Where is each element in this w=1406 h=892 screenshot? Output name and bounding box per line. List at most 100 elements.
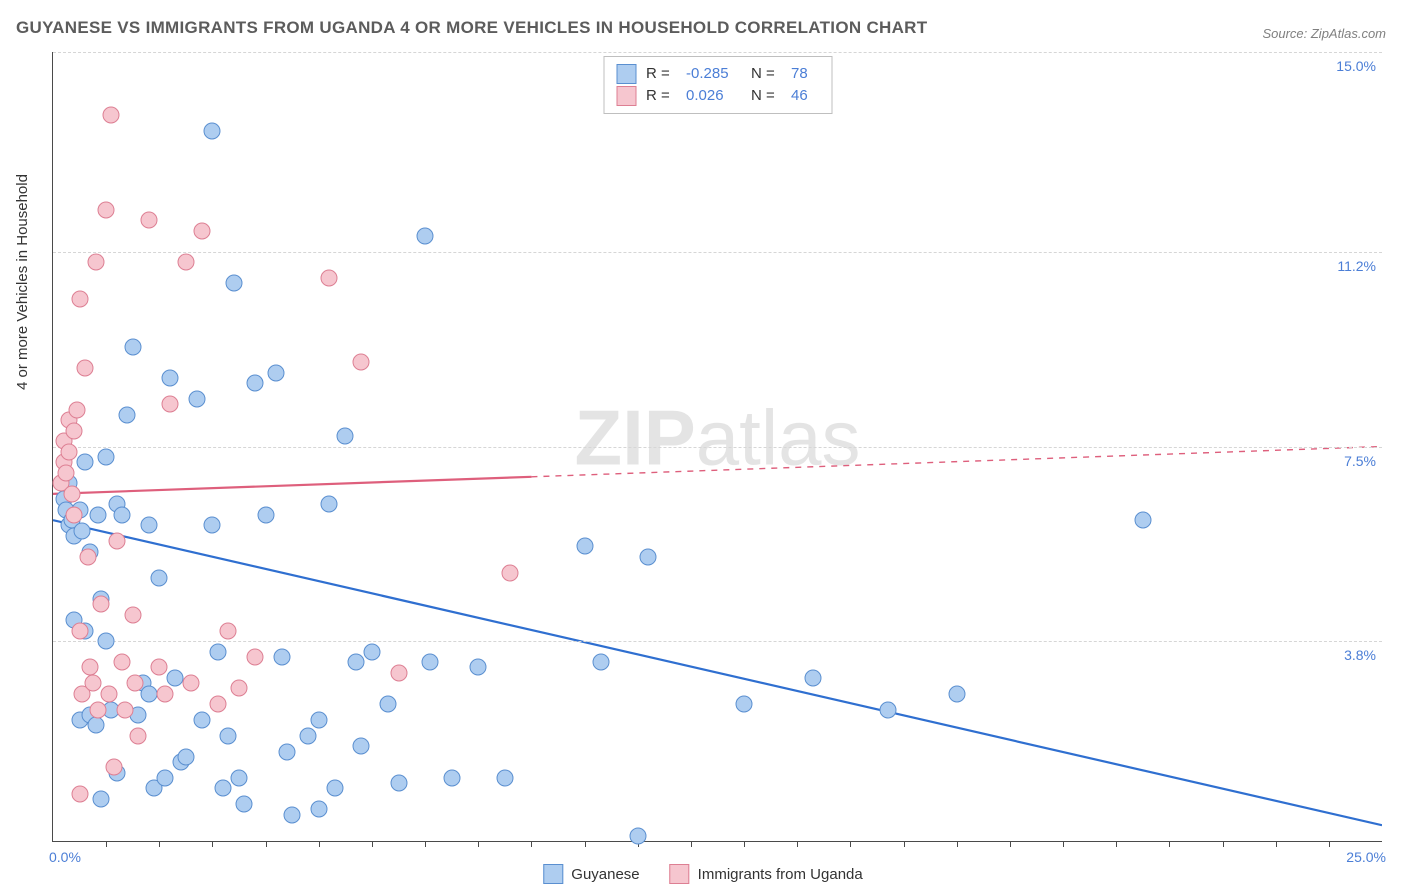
data-point-uganda — [106, 759, 123, 776]
x-tick — [478, 841, 479, 847]
data-point-guyanese — [310, 801, 327, 818]
data-point-guyanese — [379, 696, 396, 713]
r-label: R = — [646, 85, 676, 107]
data-point-guyanese — [879, 701, 896, 718]
data-point-uganda — [90, 701, 107, 718]
data-point-uganda — [71, 785, 88, 802]
y-tick-label: 15.0% — [1336, 58, 1376, 74]
r-value-uganda: 0.026 — [686, 85, 741, 107]
data-point-guyanese — [496, 769, 513, 786]
x-tick — [1223, 841, 1224, 847]
plot-area: ZIPatlas R = -0.285 N = 78 R = 0.026 N =… — [52, 52, 1382, 842]
data-point-uganda — [156, 685, 173, 702]
x-tick — [850, 841, 851, 847]
stats-row-guyanese: R = -0.285 N = 78 — [616, 63, 819, 85]
data-point-guyanese — [321, 496, 338, 513]
data-point-guyanese — [98, 449, 115, 466]
data-point-uganda — [124, 606, 141, 623]
watermark-rest: atlas — [696, 393, 861, 481]
data-point-uganda — [247, 648, 264, 665]
data-point-uganda — [68, 401, 85, 418]
data-point-uganda — [79, 548, 96, 565]
n-label: N = — [751, 85, 781, 107]
data-point-guyanese — [284, 806, 301, 823]
data-point-guyanese — [225, 275, 242, 292]
y-tick-label: 11.2% — [1337, 258, 1376, 274]
data-point-uganda — [127, 675, 144, 692]
x-tick — [1276, 841, 1277, 847]
r-label: R = — [646, 63, 676, 85]
data-point-uganda — [502, 564, 519, 581]
data-point-guyanese — [114, 506, 131, 523]
data-point-guyanese — [74, 522, 91, 539]
data-point-uganda — [103, 107, 120, 124]
data-point-uganda — [84, 675, 101, 692]
x-tick — [1010, 841, 1011, 847]
data-point-guyanese — [326, 780, 343, 797]
swatch-uganda — [670, 864, 690, 884]
x-tick — [585, 841, 586, 847]
watermark: ZIPatlas — [574, 392, 860, 483]
data-point-guyanese — [390, 775, 407, 792]
series-legend: Guyanese Immigrants from Uganda — [543, 864, 862, 884]
data-point-uganda — [151, 659, 168, 676]
data-point-guyanese — [348, 654, 365, 671]
data-point-uganda — [108, 533, 125, 550]
data-point-uganda — [321, 270, 338, 287]
regression-line-guyanese — [53, 520, 1382, 825]
data-point-guyanese — [268, 364, 285, 381]
data-point-uganda — [63, 485, 80, 502]
data-point-uganda — [76, 359, 93, 376]
data-point-uganda — [209, 696, 226, 713]
x-tick — [1116, 841, 1117, 847]
source-attribution: Source: ZipAtlas.com — [1262, 26, 1386, 41]
gridline — [53, 52, 1382, 53]
x-tick — [1063, 841, 1064, 847]
data-point-uganda — [66, 422, 83, 439]
data-point-guyanese — [177, 748, 194, 765]
x-tick — [904, 841, 905, 847]
swatch-guyanese — [616, 64, 636, 84]
data-point-uganda — [60, 443, 77, 460]
watermark-bold: ZIP — [574, 393, 695, 481]
n-label: N = — [751, 63, 781, 85]
data-point-guyanese — [193, 712, 210, 729]
data-point-uganda — [71, 622, 88, 639]
data-point-uganda — [100, 685, 117, 702]
data-point-uganda — [231, 680, 248, 697]
data-point-guyanese — [140, 685, 157, 702]
x-axis-min-label: 0.0% — [49, 849, 81, 865]
data-point-guyanese — [1134, 512, 1151, 529]
data-point-guyanese — [90, 506, 107, 523]
data-point-guyanese — [167, 669, 184, 686]
x-tick — [319, 841, 320, 847]
data-point-guyanese — [76, 454, 93, 471]
data-point-uganda — [116, 701, 133, 718]
gridline — [53, 447, 1382, 448]
data-point-guyanese — [470, 659, 487, 676]
x-tick — [691, 841, 692, 847]
data-point-uganda — [177, 254, 194, 271]
data-point-guyanese — [310, 712, 327, 729]
x-tick — [212, 841, 213, 847]
data-point-uganda — [220, 622, 237, 639]
legend-label-guyanese: Guyanese — [571, 866, 639, 883]
data-point-guyanese — [188, 391, 205, 408]
data-point-guyanese — [257, 506, 274, 523]
data-point-guyanese — [124, 338, 141, 355]
data-point-uganda — [58, 464, 75, 481]
data-point-uganda — [71, 291, 88, 308]
chart-title: GUYANESE VS IMMIGRANTS FROM UGANDA 4 OR … — [16, 18, 927, 38]
r-value-guyanese: -0.285 — [686, 63, 741, 85]
data-point-uganda — [98, 201, 115, 218]
legend-label-uganda: Immigrants from Uganda — [698, 866, 863, 883]
x-tick — [425, 841, 426, 847]
regression-line-uganda — [53, 477, 531, 494]
data-point-guyanese — [140, 517, 157, 534]
data-point-uganda — [140, 212, 157, 229]
x-tick — [266, 841, 267, 847]
gridline — [53, 252, 1382, 253]
data-point-guyanese — [220, 727, 237, 744]
y-tick-label: 3.8% — [1344, 647, 1376, 663]
data-point-guyanese — [592, 654, 609, 671]
